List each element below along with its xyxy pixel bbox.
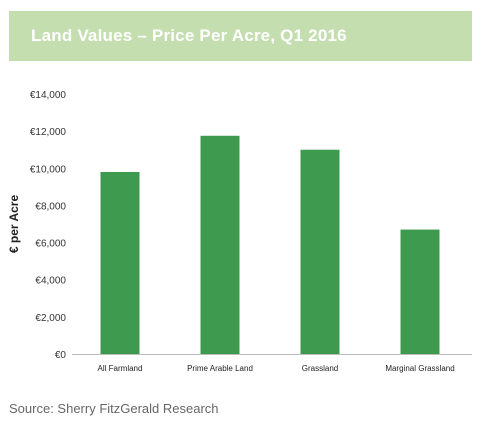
y-tick-label: €8,000 — [35, 201, 66, 212]
y-tick-label: €14,000 — [30, 90, 67, 101]
bar — [200, 135, 240, 354]
bar — [300, 149, 340, 354]
y-axis-label: € per Acre — [7, 195, 21, 254]
y-tick-label: €4,000 — [35, 276, 66, 287]
bar — [400, 229, 440, 354]
y-tick-label: €0 — [55, 350, 67, 361]
chart-title: Land Values – Price Per Acre, Q1 2016 — [31, 26, 347, 45]
x-tick-label: All Farmland — [98, 364, 143, 373]
y-tick-label: €12,000 — [30, 127, 67, 138]
x-tick-label: Grassland — [302, 364, 338, 373]
chart-title-bar: Land Values – Price Per Acre, Q1 2016 — [9, 11, 472, 61]
y-tick-label: €10,000 — [30, 164, 67, 175]
y-tick-label: €2,000 — [35, 313, 66, 324]
bar — [100, 172, 140, 354]
y-tick-label: €6,000 — [35, 239, 66, 250]
source-note: Source: Sherry FitzGerald Research — [9, 401, 219, 416]
x-tick-label: Marginal Grassland — [385, 364, 454, 373]
bar-chart: €0 €2,000 €4,000 €6,000 €8,000 €10,000 €12,000… — [7, 90, 472, 373]
x-tick-label: Prime Arable Land — [187, 364, 253, 373]
